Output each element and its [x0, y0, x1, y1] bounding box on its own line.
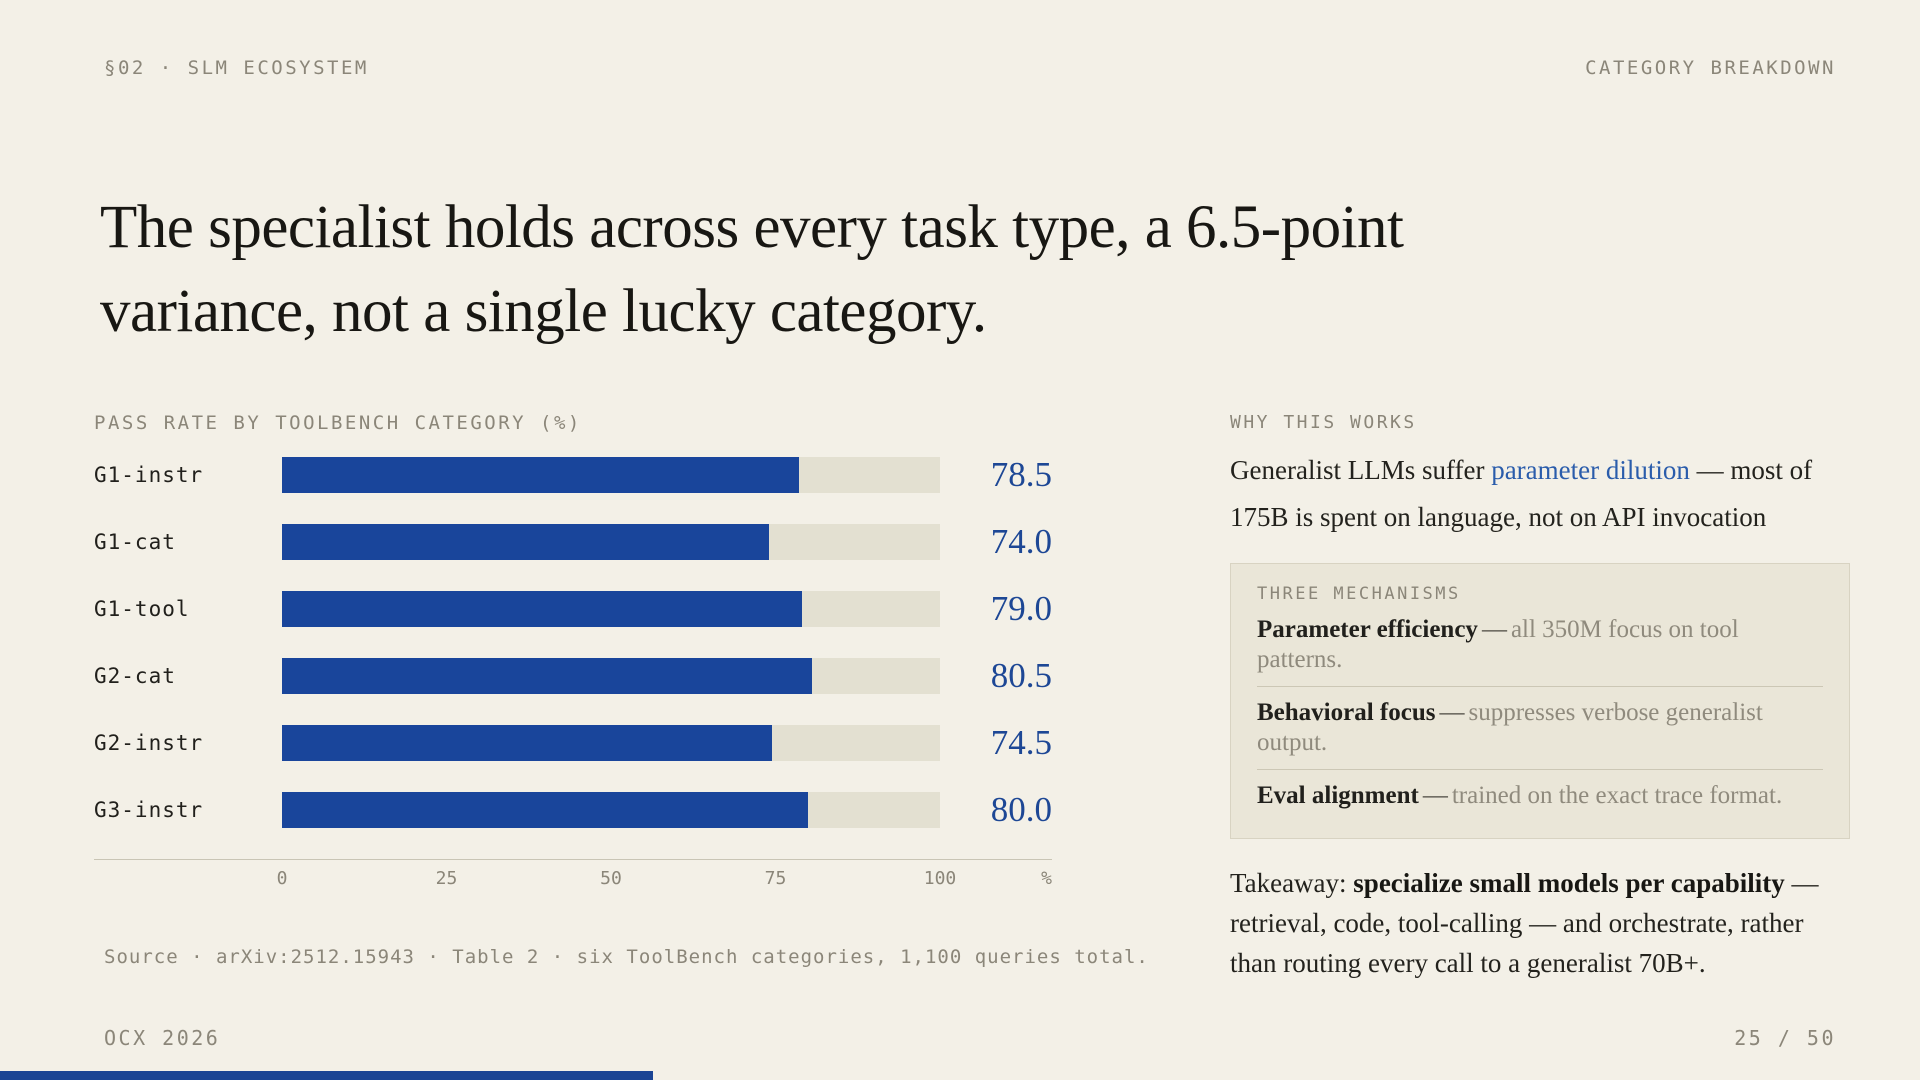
aside-paragraph: Generalist LLMs suffer parameter dilutio…: [1230, 447, 1850, 541]
footer-event-label: OCX 2026: [104, 1026, 221, 1050]
bar-track: [282, 591, 940, 627]
chart-row: G1-tool 79.0: [94, 591, 1052, 627]
mechanism-term: Eval alignment: [1257, 782, 1419, 809]
bar-value-label: 78.5: [990, 455, 1052, 494]
chart-row: G3-instr 80.0: [94, 792, 1052, 828]
chart-row: G1-cat 74.0: [94, 524, 1052, 560]
bar-category-label: G2-instr: [94, 731, 204, 755]
mechanism-desc: suppresses verbose generalist output.: [1257, 699, 1763, 756]
bar-fill: [282, 792, 809, 828]
bar-track: [282, 792, 940, 828]
mechanism-item: Behavioral focus — suppresses verbose gene…: [1257, 686, 1823, 769]
mechanism-desc: trained on the exact trace format.: [1451, 782, 1783, 809]
bar-category-label: G3-instr: [94, 798, 204, 822]
bar-category-label: G1-cat: [94, 530, 176, 554]
x-tick-label: 0: [276, 868, 288, 889]
takeaway-pre: Takeaway:: [1230, 868, 1354, 898]
x-tick-label: 50: [600, 868, 622, 889]
chart-row: G2-cat 80.5: [94, 658, 1052, 694]
title-line-1: The specialist holds across every task t…: [100, 194, 1404, 261]
x-axis-unit-label: %: [1041, 868, 1052, 889]
x-tick-label: 25: [435, 868, 458, 889]
bar-fill: [282, 524, 769, 560]
bar-chart: PASS RATE BY TOOLBENCH CATEGORY (%) G1-i…: [94, 412, 1052, 898]
mechanism-dash: —: [1439, 699, 1465, 726]
mechanism-item: Eval alignment — trained on the exact trac…: [1257, 769, 1823, 822]
bar-category-label: G1-tool: [94, 597, 190, 621]
bar-category-label: G1-instr: [94, 463, 204, 487]
bar-track: [282, 725, 940, 761]
mechanisms-heading: THREE MECHANISMS: [1257, 584, 1461, 604]
takeaway-post: — retrieval, code, tool-calling — and or…: [1230, 868, 1819, 978]
mechanism-dash: —: [1481, 616, 1507, 643]
bar-track: [282, 524, 940, 560]
aside-panel: WHY THIS WORKS Generalist LLMs suffer pa…: [1230, 412, 1852, 983]
bar-category-label: G2-cat: [94, 664, 176, 688]
takeaway-bold: specialize small models per capability: [1353, 868, 1785, 898]
bar-value-label: 79.0: [990, 589, 1052, 628]
bar-fill: [282, 725, 773, 761]
bar-track: [282, 658, 940, 694]
bar-value-label: 80.5: [990, 656, 1052, 695]
mechanism-term: Parameter efficiency: [1257, 616, 1478, 643]
bar-fill: [282, 591, 802, 627]
para-post: — most of 175B is spent on language, not…: [1230, 455, 1813, 532]
para-pre: Generalist LLMs suffer: [1230, 455, 1492, 485]
mechanism-term: Behavioral focus: [1257, 699, 1436, 726]
slide-progress-bar: [0, 1071, 653, 1080]
chart-row: G1-instr 78.5: [94, 457, 1052, 493]
bar-value-label: 74.5: [990, 723, 1052, 762]
chart-row: G2-instr 74.5: [94, 725, 1052, 761]
bar-fill: [282, 457, 799, 493]
aside-heading: WHY THIS WORKS: [1230, 412, 1417, 433]
mechanism-dash: —: [1422, 782, 1448, 809]
mechanism-item: Parameter efficiency — all 350M focus on t…: [1257, 604, 1823, 686]
bar-track: [282, 457, 940, 493]
bar-value-label: 74.0: [990, 522, 1052, 561]
parameter-dilution-link[interactable]: parameter dilution: [1491, 455, 1690, 485]
bar-value-label: 80.0: [990, 790, 1052, 829]
takeaway-paragraph: Takeaway: specialize small models per ca…: [1230, 863, 1850, 983]
x-tick-label: 100: [923, 868, 957, 889]
chart-title: PASS RATE BY TOOLBENCH CATEGORY (%): [94, 412, 582, 434]
bar-fill: [282, 658, 812, 694]
x-tick-label: 75: [764, 868, 787, 889]
x-axis-line: [94, 859, 1052, 860]
source-note: Source · arXiv:2512.15943 · Table 2 · si…: [104, 946, 1149, 968]
section-kicker: §02 · SLM ECOSYSTEM: [104, 57, 369, 79]
title-line-2: variance, not a single lucky category.: [100, 278, 987, 345]
mechanisms-box: THREE MECHANISMS Parameter efficiency — al…: [1230, 563, 1850, 839]
chart-rows: G1-instr 78.5 G1-cat 74.0 G1-tool 79.0 G2-cat 8…: [94, 457, 1052, 828]
mechanism-desc: all 350M focus on tool patterns.: [1257, 616, 1739, 673]
x-axis-ticks: 0 25 50 75 100%: [277, 868, 1052, 898]
page-title: The specialist holds across every task t…: [100, 186, 1780, 354]
header-label: CATEGORY BREAKDOWN: [1585, 57, 1836, 79]
slide-page-counter: 25 / 50: [1734, 1026, 1836, 1050]
